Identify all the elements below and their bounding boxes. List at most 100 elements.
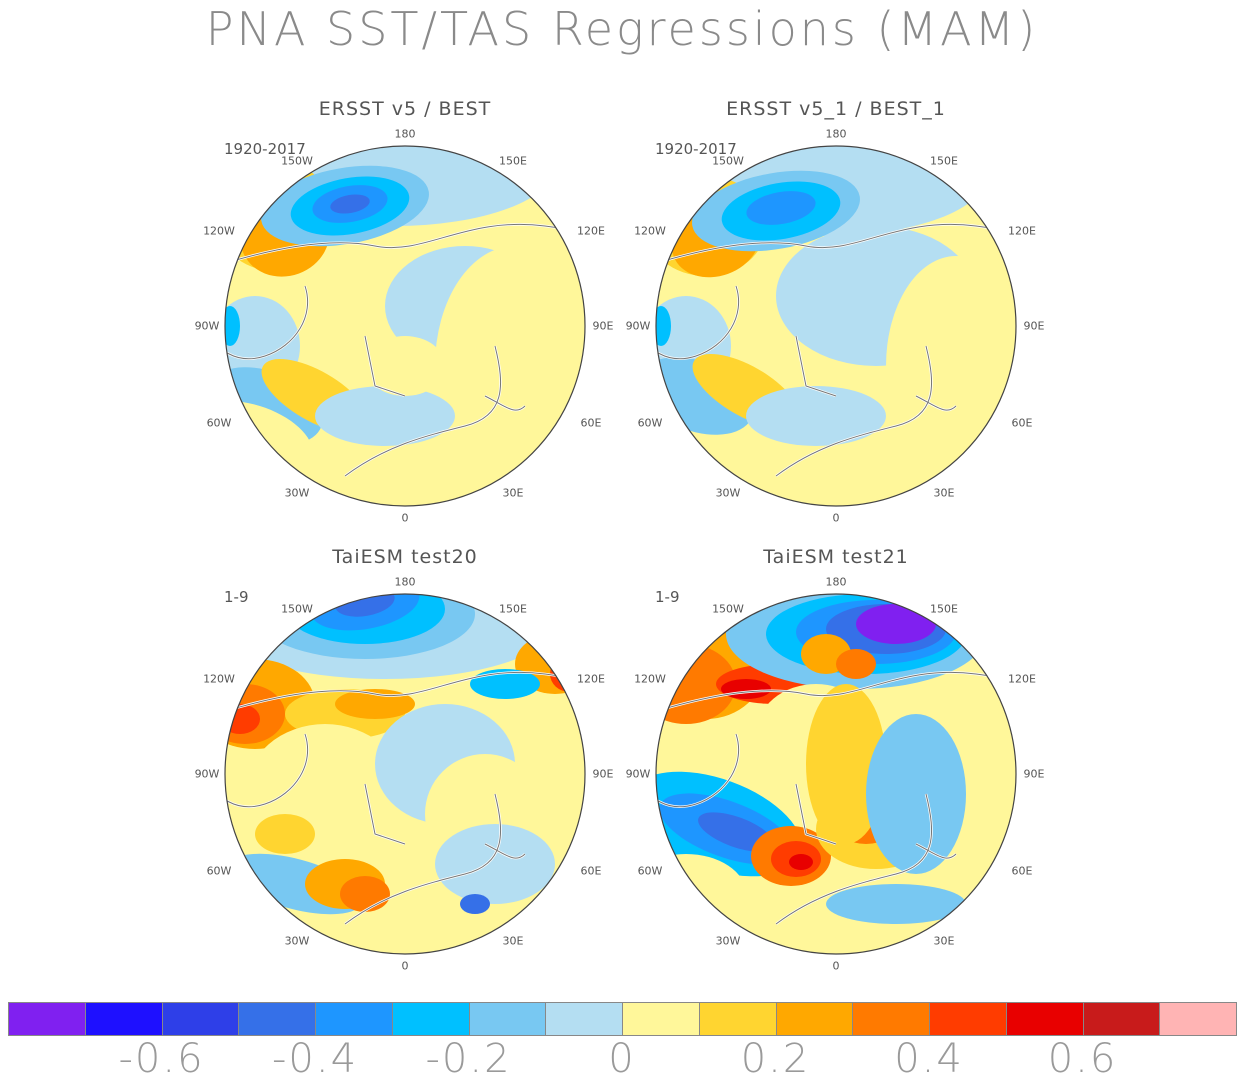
colorbar xyxy=(8,1002,1237,1036)
longitude-label: 60E xyxy=(1011,416,1033,430)
contour-region xyxy=(866,714,966,874)
map-panel: TaiESM test21 1-9 180 150W 150E 120W 120E 90W 90… xyxy=(621,546,1051,986)
longitude-label: 90W xyxy=(194,767,220,781)
panel-title: TaiESM test20 xyxy=(332,546,478,568)
coastline-outline xyxy=(225,223,585,477)
longitude-label: 150W xyxy=(281,602,313,616)
panel-period: 1-9 xyxy=(224,588,249,606)
figure-title: PNA SST/TAS Regressions (MAM) xyxy=(205,2,1039,56)
contour-region xyxy=(721,679,771,699)
colorbar-label: 0.4 xyxy=(894,1036,964,1082)
contour-region xyxy=(315,386,455,446)
contour-region xyxy=(886,256,1016,476)
longitude-label: 180 xyxy=(394,575,416,589)
longitude-label: 30W xyxy=(284,934,310,948)
longitude-label: 150W xyxy=(281,154,313,168)
contour-region xyxy=(460,894,490,914)
contour-region xyxy=(806,684,886,844)
coastline-outline xyxy=(225,671,585,925)
longitude-label: 60W xyxy=(637,864,663,878)
longitude-label: 120E xyxy=(1008,224,1036,238)
colorbar-label: -0.4 xyxy=(271,1036,359,1082)
longitude-label: 0 xyxy=(832,511,840,525)
panel-title: ERSST v5_1 / BEST_1 xyxy=(726,98,946,120)
contour-region xyxy=(330,194,370,214)
longitude-label: 150W xyxy=(712,154,744,168)
longitude-label: 30W xyxy=(715,934,741,948)
contour-region xyxy=(856,604,936,644)
longitude-label: 120W xyxy=(203,224,235,238)
longitude-label: 0 xyxy=(401,511,409,525)
map-boundary xyxy=(655,593,1017,955)
colorbar-swatch xyxy=(929,1002,1007,1036)
contour-region xyxy=(746,191,816,225)
coastline-outline xyxy=(656,223,1016,477)
panel-period: 1920-2017 xyxy=(655,140,737,158)
panel-period: 1920-2017 xyxy=(224,140,306,158)
longitude-label: 150E xyxy=(930,154,958,168)
longitude-label: 120E xyxy=(577,672,605,686)
colorbar-swatch xyxy=(698,1002,777,1036)
colorbar-label: 0.2 xyxy=(740,1036,811,1082)
panel-period: 1-9 xyxy=(655,588,680,606)
contour-region xyxy=(470,669,540,699)
longitude-label: 60E xyxy=(580,416,602,430)
contour-region xyxy=(225,306,240,346)
colorbar-swatch xyxy=(468,1002,547,1036)
coastline-outline xyxy=(656,671,1016,925)
colorbar-swatch xyxy=(1159,1002,1237,1036)
longitude-label: 60E xyxy=(1011,864,1033,878)
longitude-label: 90W xyxy=(625,767,651,781)
longitude-label: 30E xyxy=(502,934,524,948)
colorbar-swatch xyxy=(622,1002,700,1036)
contour-region xyxy=(365,336,445,396)
panel-title: TaiESM test21 xyxy=(763,546,909,568)
colorbar-label: -0.2 xyxy=(425,1036,512,1082)
contour-region xyxy=(225,704,260,734)
longitude-label: 90W xyxy=(194,319,220,333)
longitude-label: 120E xyxy=(1008,672,1036,686)
contour-region xyxy=(285,924,445,954)
colorbar-swatch xyxy=(545,1002,623,1036)
map-panel: ERSST v5 / BEST 1920-2017 180 150W 150E 120W 1… xyxy=(190,98,620,538)
contour-region xyxy=(676,904,836,954)
longitude-label: 180 xyxy=(825,127,847,141)
map-panel: ERSST v5_1 / BEST_1 1920-2017 180 150W 150E 1… xyxy=(621,98,1051,538)
polar-map xyxy=(655,145,1017,507)
contour-region xyxy=(435,824,555,904)
longitude-label: 150E xyxy=(499,602,527,616)
longitude-label: 90E xyxy=(592,767,614,781)
longitude-label: 180 xyxy=(394,127,416,141)
colorbar-swatch xyxy=(1082,1002,1161,1036)
contour-region xyxy=(340,876,390,912)
longitude-label: 180 xyxy=(825,575,847,589)
polar-map xyxy=(655,593,1017,955)
map-panel: TaiESM test20 1-9 180 150W 150E 120W 120E 90W 90… xyxy=(190,546,620,986)
panel-title: ERSST v5 / BEST xyxy=(318,98,492,120)
polar-map xyxy=(224,145,586,507)
map-boundary xyxy=(655,145,1017,507)
contour-region xyxy=(789,854,813,870)
longitude-label: 30E xyxy=(502,486,524,500)
longitude-label: 0 xyxy=(832,959,840,973)
colorbar-swatch xyxy=(391,1002,470,1036)
contour-region xyxy=(255,814,315,854)
longitude-label: 120W xyxy=(203,672,235,686)
contour-region xyxy=(746,386,886,446)
colorbar-swatch xyxy=(775,1002,854,1036)
contour-region xyxy=(826,884,966,924)
longitude-label: 90E xyxy=(1023,767,1045,781)
colorbar-swatch xyxy=(852,1002,930,1036)
longitude-label: 60W xyxy=(206,864,232,878)
colorbar-swatch xyxy=(161,1002,240,1036)
longitude-label: 30W xyxy=(284,486,310,500)
colorbar-label: 0 xyxy=(608,1036,636,1082)
longitude-label: 30E xyxy=(933,934,955,948)
longitude-label: 150E xyxy=(499,154,527,168)
contour-region xyxy=(836,649,876,679)
longitude-label: 60W xyxy=(637,416,663,430)
colorbar-swatch xyxy=(315,1002,393,1036)
longitude-label: 0 xyxy=(401,959,409,973)
contour-region xyxy=(435,246,585,486)
longitude-label: 90W xyxy=(625,319,651,333)
